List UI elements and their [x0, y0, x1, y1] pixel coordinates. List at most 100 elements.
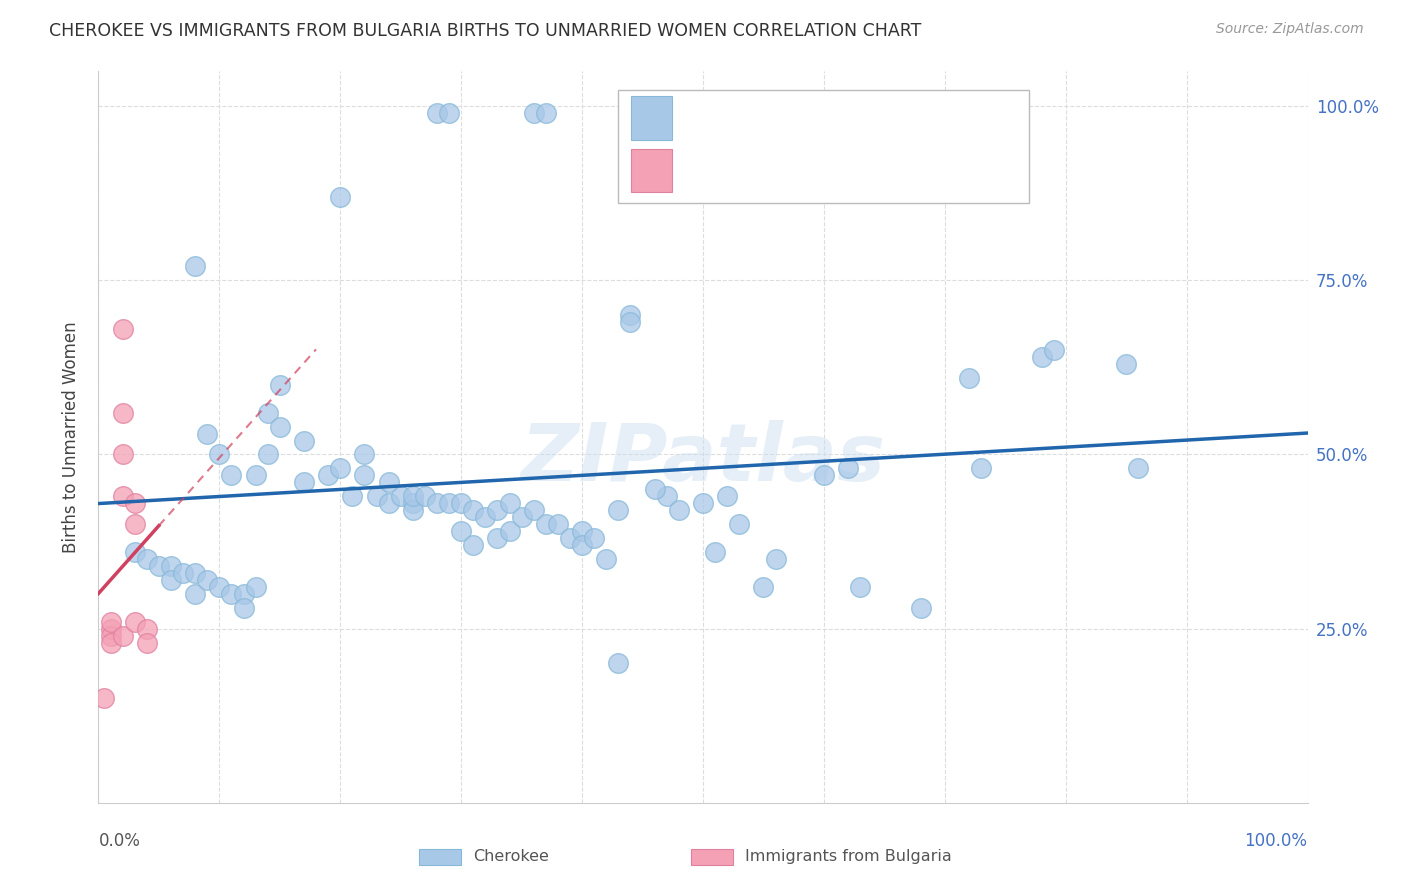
Point: [208, 448, 231, 462]
Point: [377, 475, 399, 490]
Point: [474, 510, 496, 524]
Point: [184, 566, 207, 580]
Point: [172, 566, 194, 580]
Point: [426, 496, 449, 510]
Point: [232, 587, 254, 601]
Bar: [690, 849, 734, 865]
Point: [111, 322, 134, 336]
Point: [413, 489, 436, 503]
Point: [195, 426, 218, 441]
Point: [124, 545, 146, 559]
Point: [1031, 350, 1053, 364]
Point: [221, 468, 243, 483]
Point: [450, 524, 472, 538]
Point: [148, 558, 170, 573]
Point: [402, 489, 425, 503]
Point: [111, 489, 134, 503]
Point: [160, 558, 183, 573]
Point: [124, 496, 146, 510]
Point: [353, 468, 375, 483]
Point: [523, 106, 546, 120]
Point: [463, 503, 485, 517]
Point: [111, 629, 134, 643]
Point: [534, 106, 557, 120]
Point: [342, 489, 364, 503]
Point: [752, 580, 775, 594]
Point: [692, 496, 714, 510]
Point: [195, 573, 218, 587]
Point: [498, 496, 520, 510]
Point: [437, 496, 460, 510]
Text: ZIPatlas: ZIPatlas: [520, 420, 886, 498]
Point: [607, 503, 630, 517]
Point: [232, 600, 254, 615]
Point: [849, 580, 872, 594]
Point: [366, 489, 388, 503]
Point: [184, 587, 207, 601]
Point: [377, 496, 399, 510]
Point: [716, 489, 738, 503]
Point: [316, 468, 339, 483]
Point: [135, 622, 157, 636]
Point: [1128, 461, 1150, 475]
Text: Cherokee: Cherokee: [474, 848, 550, 863]
Point: [910, 600, 932, 615]
Point: [571, 524, 593, 538]
Point: [269, 377, 291, 392]
Point: [353, 448, 375, 462]
Point: [571, 538, 593, 552]
Point: [292, 434, 315, 448]
Point: [329, 190, 352, 204]
Point: [558, 531, 581, 545]
Point: [1115, 357, 1137, 371]
Point: [124, 615, 146, 629]
Point: [100, 629, 122, 643]
Point: [510, 510, 533, 524]
Point: [837, 461, 859, 475]
Point: [100, 622, 122, 636]
Point: [728, 517, 751, 532]
Point: [437, 106, 460, 120]
Point: [208, 580, 231, 594]
Point: [245, 580, 267, 594]
Point: [644, 483, 666, 497]
Point: [607, 657, 630, 671]
Point: [765, 552, 787, 566]
Point: [111, 448, 134, 462]
Point: [93, 691, 115, 706]
Point: [184, 260, 207, 274]
Point: [135, 635, 157, 649]
Point: [619, 315, 641, 329]
Point: [100, 615, 122, 629]
Text: CHEROKEE VS IMMIGRANTS FROM BULGARIA BIRTHS TO UNMARRIED WOMEN CORRELATION CHART: CHEROKEE VS IMMIGRANTS FROM BULGARIA BIR…: [49, 22, 921, 40]
Point: [100, 635, 122, 649]
Text: 0.0%: 0.0%: [98, 832, 141, 850]
Point: [426, 106, 449, 120]
Point: [329, 461, 352, 475]
Point: [463, 538, 485, 552]
Point: [619, 308, 641, 322]
Point: [269, 419, 291, 434]
Point: [813, 468, 835, 483]
Text: Immigrants from Bulgaria: Immigrants from Bulgaria: [745, 848, 952, 863]
Point: [486, 531, 509, 545]
Point: [498, 524, 520, 538]
Point: [389, 489, 412, 503]
Point: [292, 475, 315, 490]
Text: Source: ZipAtlas.com: Source: ZipAtlas.com: [1216, 22, 1364, 37]
Point: [704, 545, 727, 559]
Point: [655, 489, 678, 503]
Point: [547, 517, 569, 532]
Point: [486, 503, 509, 517]
Point: [957, 371, 980, 385]
Point: [124, 517, 146, 532]
Point: [135, 552, 157, 566]
Point: [1042, 343, 1064, 357]
Point: [595, 552, 617, 566]
Point: [583, 531, 606, 545]
Point: [160, 573, 183, 587]
Point: [256, 406, 278, 420]
Bar: [419, 849, 461, 865]
Point: [534, 517, 557, 532]
Point: [402, 503, 425, 517]
